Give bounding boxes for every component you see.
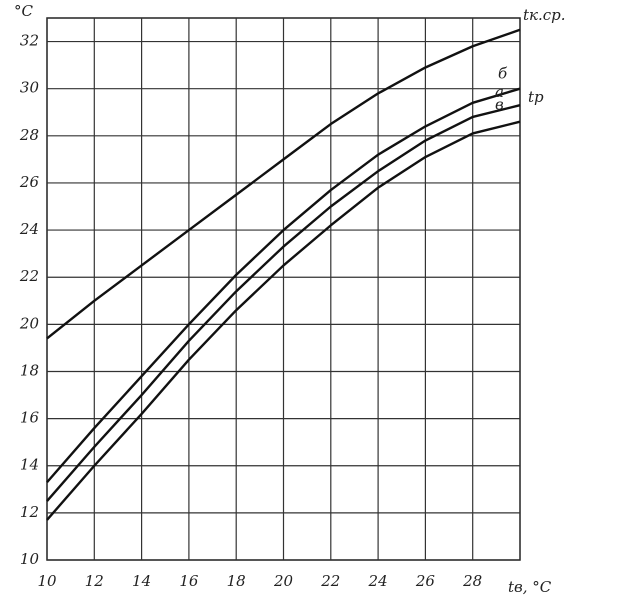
x-tick-label: 16 <box>179 572 199 590</box>
y-axis-label: °C <box>14 2 34 20</box>
x-tick-label: 14 <box>132 572 151 590</box>
data-line <box>46 87 521 484</box>
x-axis-label: tв, °C <box>508 578 552 596</box>
data-line <box>46 104 521 502</box>
x-tick-label: 18 <box>227 572 246 590</box>
y-tick-label: 12 <box>20 503 39 521</box>
y-tick-label: 30 <box>20 79 40 97</box>
data-line <box>46 28 521 340</box>
x-tick-label: 12 <box>85 572 104 590</box>
series-label: tк.ср. <box>523 6 566 24</box>
x-tick-label: 10 <box>37 572 57 590</box>
x-tick-label: 20 <box>273 572 294 590</box>
y-tick-label: 32 <box>20 32 39 50</box>
y-tick-label: 14 <box>20 456 39 474</box>
y-tick-label: 18 <box>20 361 39 379</box>
y-tick-label: 28 <box>19 126 39 144</box>
series-label: б <box>498 65 508 83</box>
x-tick-label: 24 <box>368 572 388 590</box>
annotation: tр <box>528 88 544 106</box>
y-tick-label: 22 <box>19 267 39 285</box>
y-tick-label: 26 <box>19 173 40 191</box>
series-label: а <box>495 83 504 101</box>
y-tick-label: 20 <box>19 314 40 332</box>
y-tick-label: 24 <box>19 220 39 238</box>
y-tick-label: 16 <box>20 409 40 427</box>
x-tick-label: 22 <box>320 572 340 590</box>
series-label: в <box>495 96 504 114</box>
x-tick-label: 26 <box>415 572 436 590</box>
y-tick-label: 10 <box>20 550 40 568</box>
data-line <box>46 120 521 521</box>
x-tick-label: 28 <box>462 572 482 590</box>
